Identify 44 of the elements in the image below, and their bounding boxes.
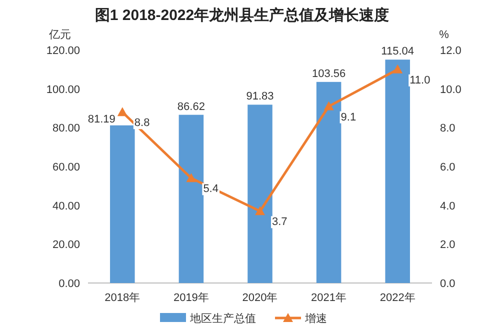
point xyxy=(324,101,334,110)
data-label: 11.0 xyxy=(410,74,430,86)
y2-tick-label: 12.0 xyxy=(440,45,462,57)
bar xyxy=(316,82,342,283)
legend-label: 增速 xyxy=(304,312,327,325)
legend-label: 地区生产总值 xyxy=(189,312,256,325)
y-tick-label: 80.00 xyxy=(52,122,80,135)
bar xyxy=(178,114,204,283)
point xyxy=(117,107,128,116)
y2-tick-label: 6.0 xyxy=(440,162,456,174)
y-axis-title: 亿元 xyxy=(48,29,71,41)
x-tick-label: 2018年 xyxy=(104,292,140,304)
data-label: 86.62 xyxy=(177,100,205,113)
y2-tick-label: 10.0 xyxy=(440,84,462,96)
point xyxy=(392,64,403,74)
data-label: 5.4 xyxy=(203,183,218,196)
y-tick-label: 120.00 xyxy=(46,45,80,57)
bar xyxy=(248,104,272,283)
x-tick-label: 2021年 xyxy=(311,292,347,304)
x-tick-label: 2020年 xyxy=(242,292,278,304)
chart-title: 图1 2018-2022年龙州县生产总值及增长速度 xyxy=(94,6,390,24)
x-tick-label: 2022年 xyxy=(380,292,416,304)
x-tick-label: 2019年 xyxy=(173,292,209,304)
data-label: 3.7 xyxy=(272,216,288,228)
y2-tick-label: 0.0 xyxy=(440,278,456,290)
y-tick-label: 0.00 xyxy=(58,278,80,290)
point xyxy=(255,206,265,216)
data-label: 9.1 xyxy=(340,111,356,124)
bar xyxy=(385,60,410,283)
y2-tick-label: 2.0 xyxy=(440,239,456,252)
data-label: 103.56 xyxy=(312,68,346,80)
y2-axis-title: % xyxy=(439,29,450,41)
data-label: 81.19 xyxy=(88,113,116,126)
data-label: 8.8 xyxy=(134,117,150,130)
point xyxy=(186,173,196,182)
y2-tick-label: 8.0 xyxy=(440,122,456,135)
y2-tick-label: 4.0 xyxy=(440,200,456,212)
y-tick-label: 100.00 xyxy=(46,84,80,96)
y-tick-label: 20.00 xyxy=(52,239,80,252)
data-label: 91.83 xyxy=(246,90,274,103)
y-tick-label: 60.00 xyxy=(52,162,80,174)
data-label: 115.04 xyxy=(381,46,414,58)
bar xyxy=(110,125,135,283)
y-tick-label: 40.00 xyxy=(52,200,80,212)
